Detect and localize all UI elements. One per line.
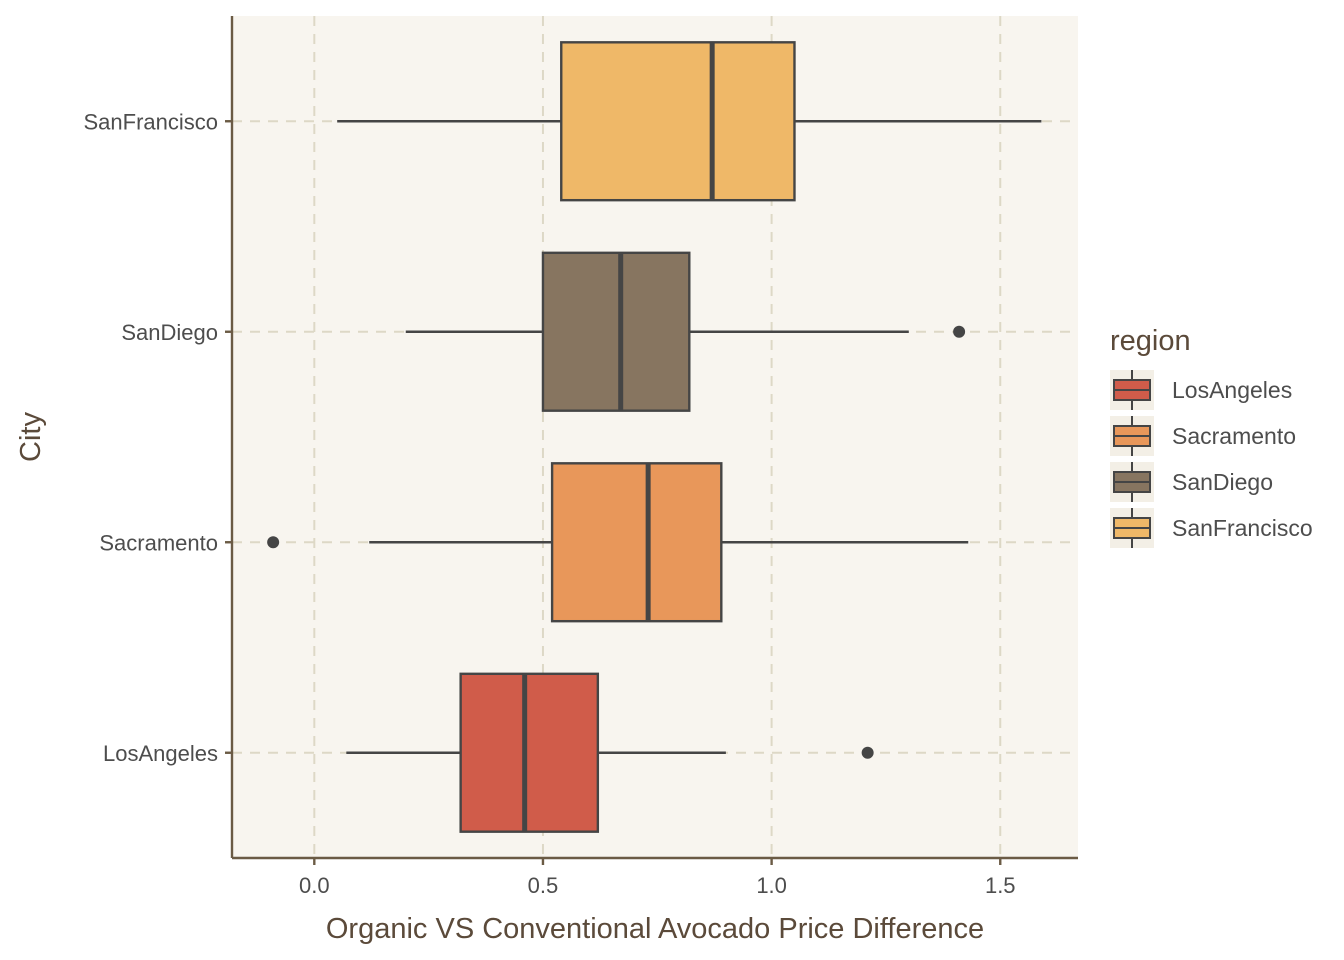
x-axis-title: Organic VS Conventional Avocado Price Di… (326, 913, 984, 945)
legend-item-sandiego: SanDiego (1110, 462, 1273, 502)
box-group-sandiego (405, 251, 966, 412)
outlier-point (861, 746, 874, 759)
legend-label: Sacramento (1172, 423, 1296, 449)
legend-label: SanDiego (1172, 469, 1273, 495)
legend-title: region (1110, 325, 1191, 357)
box-group-sacramento (267, 462, 969, 623)
y-tick-label: LosAngeles (103, 741, 218, 766)
y-axis-title: City (15, 412, 47, 462)
box-group-losangeles (346, 672, 874, 833)
y-tick-label: SanFrancisco (83, 109, 218, 134)
outlier-point (267, 536, 280, 549)
y-tick-label: SanDiego (121, 320, 218, 345)
legend-label: LosAngeles (1172, 377, 1292, 403)
legend-item-losangeles: LosAngeles (1110, 370, 1292, 410)
box (541, 251, 691, 412)
legend: region LosAngeles Sacramento SanDiego SanFr… (1110, 325, 1313, 548)
boxes (267, 41, 1042, 833)
outlier-point (953, 325, 966, 338)
box (459, 672, 600, 833)
legend-label: SanFrancisco (1172, 515, 1313, 541)
box (550, 462, 723, 623)
legend-item-sacramento: Sacramento (1110, 416, 1296, 456)
box (560, 41, 796, 202)
x-tick-label: 1.0 (756, 873, 787, 898)
y-tick-label: Sacramento (99, 530, 218, 555)
x-tick-label: 0.5 (528, 873, 559, 898)
x-tick-label: 1.5 (985, 873, 1016, 898)
x-tick-label: 0.0 (299, 873, 330, 898)
legend-item-sanfrancisco: SanFrancisco (1110, 508, 1313, 548)
axes: 0.0 0.5 1.0 1.5 LosAngeles Sacramento SanDiego… (83, 16, 1078, 898)
box-group-sanfrancisco (337, 41, 1042, 202)
